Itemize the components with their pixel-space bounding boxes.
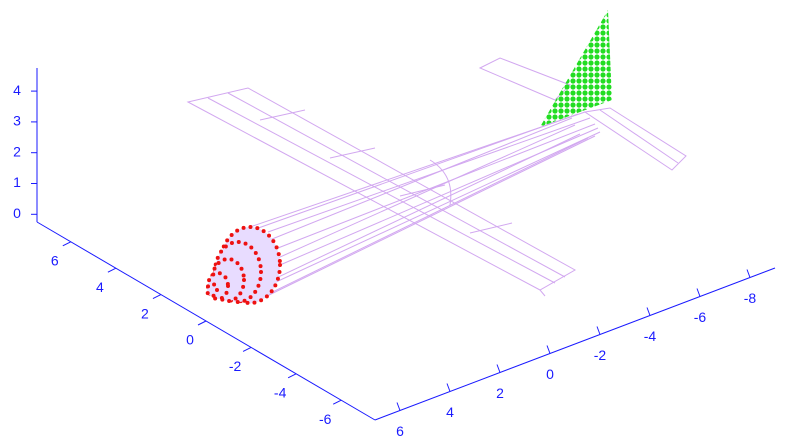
- tick-mark: [396, 402, 401, 411]
- nose-cone: [205, 225, 282, 305]
- tick-mark: [332, 399, 342, 405]
- x-tick-label: 2: [496, 385, 504, 401]
- tick-mark: [197, 320, 207, 326]
- tick-mark: [107, 267, 117, 273]
- tail-plane-right: [583, 107, 687, 171]
- y-tick-label: 6: [51, 253, 59, 269]
- wire: [599, 109, 679, 164]
- y-tick-label: -2: [229, 358, 242, 374]
- axes: 0 1 2 3 4 6 4 2 0 -2 -4 -6 6 4 2 0 -2 -4 -6 -8: [13, 68, 776, 439]
- y-tick-label: 0: [186, 332, 194, 348]
- x-axis-line: [374, 267, 776, 421]
- y-tick-label: -4: [274, 385, 287, 401]
- tick-mark: [696, 288, 701, 297]
- tail-plane-left: [478, 57, 571, 101]
- x-tick-label: -4: [644, 328, 657, 344]
- main-wing: [186, 87, 577, 297]
- tick-mark: [646, 307, 651, 316]
- tick-mark: [546, 345, 551, 354]
- tick-mark: [242, 346, 252, 352]
- x-tick-label: 6: [396, 423, 404, 439]
- z-tick-label: 1: [13, 174, 21, 190]
- tick-mark: [746, 269, 751, 278]
- y-tick-label: -6: [319, 411, 332, 427]
- tick-mark: [62, 241, 72, 247]
- tick-mark: [287, 373, 297, 379]
- x-tick-label: -6: [694, 309, 707, 325]
- tick-mark: [596, 326, 601, 335]
- tick-mark: [152, 294, 162, 300]
- x-tick-label: -8: [744, 290, 757, 306]
- y-tick-label: 4: [96, 279, 104, 295]
- x-tick-label: 0: [546, 366, 554, 382]
- tick-mark: [446, 383, 451, 392]
- y-tick-label: 2: [141, 305, 149, 321]
- z-tick-label: 0: [13, 205, 21, 221]
- vertical-tail: [540, 10, 612, 127]
- x-tick-label: -2: [594, 347, 607, 363]
- x-tick-label: 4: [446, 404, 454, 420]
- z-tick-label: 2: [13, 143, 21, 159]
- tick-mark: [496, 364, 501, 373]
- z-tick-label: 4: [13, 82, 21, 98]
- airplane-model: [186, 10, 687, 305]
- z-tick-label: 3: [13, 113, 21, 129]
